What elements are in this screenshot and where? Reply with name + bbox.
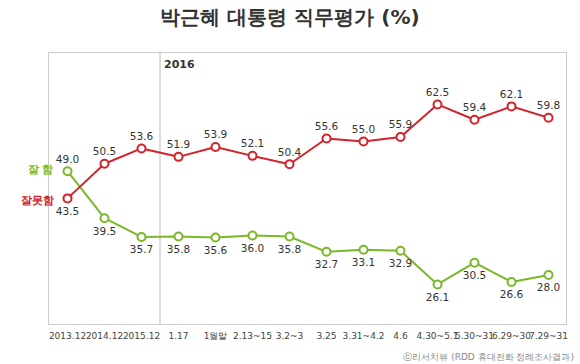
svg-text:6.29~30: 6.29~30 [492, 331, 531, 341]
svg-text:32.7: 32.7 [315, 258, 338, 270]
svg-text:50.4: 50.4 [278, 146, 302, 158]
svg-text:2.13~15: 2.13~15 [233, 331, 272, 341]
svg-text:35.8: 35.8 [278, 243, 301, 255]
svg-text:2014.12: 2014.12 [86, 331, 123, 341]
svg-text:43.5: 43.5 [56, 205, 79, 217]
svg-text:62.1: 62.1 [500, 88, 523, 100]
svg-text:2015.12: 2015.12 [123, 331, 160, 341]
svg-text:30.5: 30.5 [463, 269, 486, 281]
svg-text:35.7: 35.7 [130, 243, 153, 255]
svg-text:잘 함: 잘 함 [28, 163, 54, 176]
svg-text:2016: 2016 [164, 58, 195, 71]
svg-text:잘못함: 잘못함 [21, 194, 54, 207]
svg-text:55.9: 55.9 [389, 118, 412, 130]
svg-text:35.8: 35.8 [167, 243, 190, 255]
html-text:ⓒ리서치뷰 (RDD 휴대전화 정례조사결과): ⓒ리서치뷰 (RDD 휴대전화 정례조사결과) [403, 352, 574, 362]
svg-text:52.1: 52.1 [241, 137, 264, 149]
svg-text:49.0: 49.0 [56, 153, 79, 165]
svg-text:33.1: 33.1 [352, 256, 375, 268]
svg-text:3.31~4.2: 3.31~4.2 [343, 331, 385, 341]
svg-text:36.0: 36.0 [241, 242, 264, 254]
svg-text:32.9: 32.9 [389, 257, 412, 269]
svg-text:53.9: 53.9 [204, 128, 227, 140]
svg-text:3.25: 3.25 [316, 331, 336, 341]
svg-text:55.6: 55.6 [315, 120, 339, 132]
svg-text:59.4: 59.4 [463, 101, 487, 113]
svg-text:1월말: 1월말 [204, 331, 228, 341]
svg-text:28.0: 28.0 [537, 281, 560, 293]
svg-text:5.30~31: 5.30~31 [455, 331, 494, 341]
html-text:박근혜 대통령 직무평가 (%): 박근혜 대통령 직무평가 (%) [160, 5, 420, 29]
svg-text:2013.12: 2013.12 [49, 331, 86, 341]
svg-text:4.30~5.1: 4.30~5.1 [417, 331, 459, 341]
svg-text:50.5: 50.5 [93, 145, 116, 157]
svg-text:53.6: 53.6 [130, 130, 154, 142]
svg-text:35.6: 35.6 [204, 244, 228, 256]
svg-text:39.5: 39.5 [93, 225, 116, 237]
svg-text:1.17: 1.17 [168, 331, 188, 341]
svg-text:26.6: 26.6 [500, 288, 524, 300]
svg-text:59.8: 59.8 [537, 99, 560, 111]
svg-text:51.9: 51.9 [167, 138, 190, 150]
svg-text:7.29~31: 7.29~31 [529, 331, 568, 341]
svg-text:3.2~3: 3.2~3 [276, 331, 304, 341]
svg-text:55.0: 55.0 [352, 123, 375, 135]
svg-text:26.1: 26.1 [426, 291, 449, 303]
svg-text:62.5: 62.5 [426, 86, 449, 98]
svg-text:4.6: 4.6 [393, 331, 408, 341]
